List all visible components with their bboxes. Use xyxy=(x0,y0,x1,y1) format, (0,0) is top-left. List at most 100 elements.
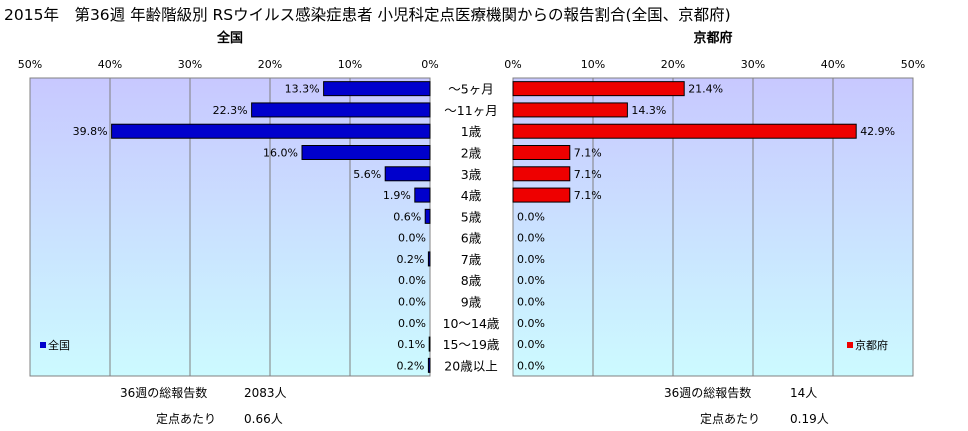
kyoto-panel: 京都府 0% 10% 20% 30% 40% 50% 21.4% 14.3% 42.9% 7.1… xyxy=(504,30,925,377)
kyoto-tick-label: 0% xyxy=(504,58,521,71)
kyoto-data-label: 0.0% xyxy=(517,359,545,372)
kyoto-total-label: 36週の総報告数 xyxy=(664,385,751,400)
age-category-label: 6歳 xyxy=(461,231,482,246)
national-panel: 全国 0% 10% 20% 30% 40% 50% 13.3% 22.3% 39.8% 16.0… xyxy=(18,30,439,377)
national-data-label: 22.3% xyxy=(213,104,248,117)
kyoto-data-label: 0.0% xyxy=(517,274,545,287)
age-category-label: 〜5ヶ月 xyxy=(448,82,493,97)
kyoto-tick-label: 20% xyxy=(661,58,685,71)
national-data-label: 0.6% xyxy=(393,210,421,223)
national-tick-label: 40% xyxy=(98,58,122,71)
national-legend-swatch xyxy=(40,342,46,348)
age-category-label: 8歳 xyxy=(461,273,482,288)
national-legend: 全国 xyxy=(40,338,70,352)
national-bar xyxy=(384,166,431,182)
age-category-label: 9歳 xyxy=(461,295,482,310)
national-tick-label: 20% xyxy=(258,58,282,71)
kyoto-legend: 京都府 xyxy=(847,338,888,352)
kyoto-data-labels: 21.4% 14.3% 42.9% 7.1% 7.1% 7.1% 0.0% 0.0% 0.0% 0… xyxy=(517,83,895,373)
kyoto-summary: 36週の総報告数 14人 定点あたり 0.19人 xyxy=(664,385,829,426)
kyoto-data-label: 7.1% xyxy=(574,168,602,181)
chart-title: 2015年 第36週 年齢階級別 RSウイルス感染症患者 小児科定点医療機関から… xyxy=(4,6,731,24)
kyoto-bar xyxy=(512,123,857,139)
national-plot-border xyxy=(29,77,431,377)
national-per-label: 定点あたり xyxy=(156,411,216,426)
kyoto-legend-swatch xyxy=(847,342,853,348)
national-data-label: 1.9% xyxy=(383,189,411,202)
age-category-label: 10〜14歳 xyxy=(443,316,500,331)
kyoto-data-label: 0.0% xyxy=(517,338,545,351)
kyoto-data-label: 42.9% xyxy=(860,125,895,138)
kyoto-data-label: 0.0% xyxy=(517,296,545,309)
age-category-labels: 〜5ヶ月〜11ヶ月 1歳 2歳 3歳 4歳 5歳 6歳 7歳 8歳 9歳 10〜14歳 15〜19歳 2… xyxy=(443,82,500,374)
age-category-label: 1歳 xyxy=(461,124,482,139)
national-data-label: 0.0% xyxy=(398,232,426,245)
national-data-labels: 13.3% 22.3% 39.8% 16.0% 5.6%1.9% 0.6% 0.0% 0.2%… xyxy=(73,83,426,373)
national-summary: 36週の総報告数 2083人 定点あたり 0.66人 xyxy=(120,385,287,426)
kyoto-bars xyxy=(512,81,857,203)
national-total-value: 2083人 xyxy=(244,386,287,400)
national-bar xyxy=(427,251,431,267)
kyoto-axis-ticks: 0% 10% 20% 30% 40% 50% xyxy=(504,58,925,71)
national-bar xyxy=(251,102,431,118)
national-tick-label: 10% xyxy=(338,58,362,71)
national-per-value: 0.66人 xyxy=(244,412,283,426)
kyoto-tick-label: 30% xyxy=(741,58,765,71)
national-total-label: 36週の総報告数 xyxy=(120,385,207,400)
kyoto-data-label: 0.0% xyxy=(517,253,545,266)
national-data-label: 0.0% xyxy=(398,317,426,330)
kyoto-data-label: 14.3% xyxy=(631,104,666,117)
age-category-label: 〜11ヶ月 xyxy=(444,103,497,118)
age-category-label: 7歳 xyxy=(461,252,482,267)
national-plot-area xyxy=(30,78,430,376)
national-bar xyxy=(323,81,431,97)
national-data-label: 16.0% xyxy=(263,147,298,160)
kyoto-data-label: 7.1% xyxy=(574,189,602,202)
age-category-label: 5歳 xyxy=(461,209,482,224)
age-category-label: 2歳 xyxy=(461,146,482,161)
national-bar xyxy=(111,123,431,139)
national-data-label: 0.2% xyxy=(396,359,424,372)
age-category-label: 3歳 xyxy=(461,167,482,182)
kyoto-bar xyxy=(512,102,628,118)
kyoto-plot-border xyxy=(512,77,914,377)
kyoto-plot-area xyxy=(513,78,913,376)
national-bar xyxy=(427,357,431,373)
national-data-label: 0.0% xyxy=(398,296,426,309)
kyoto-data-label: 0.0% xyxy=(517,232,545,245)
age-category-label: 4歳 xyxy=(461,188,482,203)
kyoto-bar xyxy=(512,145,571,160)
kyoto-per-label: 定点あたり xyxy=(700,411,760,426)
national-tick-label: 50% xyxy=(18,58,42,71)
national-bar xyxy=(428,336,431,352)
national-tick-label: 30% xyxy=(178,58,202,71)
kyoto-data-label: 7.1% xyxy=(574,147,602,160)
kyoto-tick-label: 10% xyxy=(581,58,605,71)
kyoto-bar xyxy=(512,187,571,203)
national-bar xyxy=(424,208,431,224)
national-data-label: 0.0% xyxy=(398,274,426,287)
age-category-label: 20歳以上 xyxy=(444,358,497,373)
national-legend-label: 全国 xyxy=(48,338,70,352)
national-tick-label: 0% xyxy=(421,58,438,71)
national-data-label: 39.8% xyxy=(73,125,108,138)
national-data-label: 0.1% xyxy=(397,338,425,351)
national-bar xyxy=(301,145,431,160)
national-bars xyxy=(111,81,431,373)
kyoto-legend-label: 京都府 xyxy=(855,338,888,352)
kyoto-total-value: 14人 xyxy=(790,386,817,400)
kyoto-bar xyxy=(512,81,685,97)
kyoto-data-label: 21.4% xyxy=(688,83,723,96)
national-data-label: 13.3% xyxy=(285,83,320,96)
kyoto-per-value: 0.19人 xyxy=(790,412,829,426)
national-data-label: 5.6% xyxy=(353,168,381,181)
national-data-label: 0.2% xyxy=(396,253,424,266)
kyoto-tick-label: 40% xyxy=(821,58,845,71)
kyoto-tick-label: 50% xyxy=(901,58,925,71)
national-bar xyxy=(414,187,431,203)
national-axis-ticks: 0% 10% 20% 30% 40% 50% xyxy=(18,58,439,71)
kyoto-bar xyxy=(512,166,571,182)
kyoto-panel-title: 京都府 xyxy=(693,30,732,46)
